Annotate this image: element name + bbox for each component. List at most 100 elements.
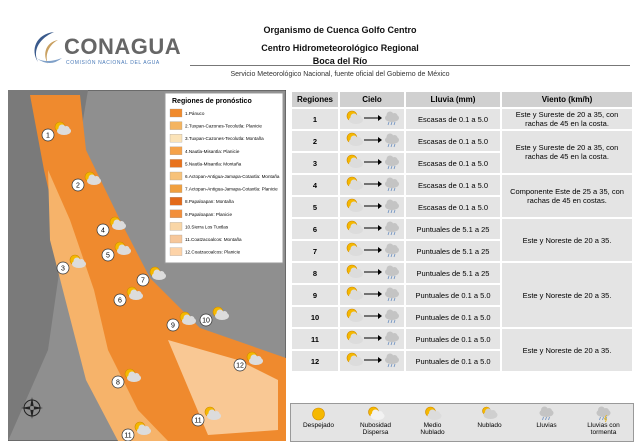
cloud: [355, 335, 362, 341]
cloud: [355, 269, 362, 275]
wind-cell: Este y Noreste de 20 a 35.: [500, 327, 634, 373]
map-weather-icon: [204, 406, 221, 420]
arrow-head: [378, 269, 382, 275]
legend-caption: Nublado: [477, 422, 502, 429]
cloud: [355, 225, 362, 231]
sky-icons: [346, 220, 399, 236]
sky-icons: [346, 154, 399, 170]
sky-cell: [338, 107, 406, 131]
sky-cell: [338, 239, 406, 263]
legend-label: 7.Actopan-Antigua-Jamapa-Cotaxtla: Plani…: [185, 187, 278, 192]
rain-drop: [393, 297, 396, 302]
marker-circle: [191, 413, 205, 427]
wind-cell: Este y Sureste de 20 a 35, con rachas de…: [500, 129, 634, 175]
map-weather-icon: [124, 368, 141, 382]
region-cell: 3: [290, 151, 340, 175]
sky-icons: [346, 286, 399, 302]
legend-caption-box: Lluvias con tormenta: [587, 422, 620, 436]
arrow-head: [378, 203, 382, 209]
rain-drop: [387, 341, 390, 346]
marker-circle: [199, 313, 213, 327]
rain-cell: Escasas de 0.1 a 5.0: [404, 107, 502, 131]
cloud: [355, 115, 362, 121]
marker-circle: [71, 178, 85, 192]
map-weather-icon: [246, 351, 263, 365]
rain-cell: Escasas de 0.1 a 5.0: [404, 173, 502, 197]
map-weather-icon: [134, 421, 151, 435]
cloud: [63, 126, 70, 132]
rain-drop: [390, 121, 393, 126]
marker-label: 9: [171, 323, 175, 330]
table-row: 1 Escasas de 0.1 a 5.0 Este y Sureste de 2…: [290, 107, 634, 131]
wind-cell: Este y Noreste de 20 a 35.: [500, 217, 634, 263]
source: Servicio Meteorológico Nacional, fuente …: [230, 71, 450, 78]
header-rule: [190, 65, 630, 66]
marker-circle: [111, 375, 125, 389]
rain-drop: [602, 416, 604, 421]
legend-label: 9.Papaloapan: Planicie: [185, 212, 232, 217]
cloud: [118, 221, 125, 227]
marker-label: 2: [76, 183, 80, 190]
rain-drop: [393, 165, 396, 170]
arrow-head: [378, 181, 382, 187]
rain-cell: Puntuales de 0.1 a 5.0: [404, 283, 502, 307]
map-weather-icon: [84, 171, 101, 185]
rain-drop: [393, 253, 396, 258]
legend-icon: [425, 406, 442, 420]
cloud: [355, 313, 362, 319]
cloud: [391, 157, 398, 163]
rain-drop: [387, 143, 390, 148]
rain-drop: [390, 363, 393, 368]
legend-caption: Lluvias con tormenta: [587, 422, 620, 436]
icon-legend-art: Despejado Nubosidad Dispersa Medio Nublado…: [302, 406, 620, 436]
column-header: Lluvia (mm): [404, 90, 502, 109]
rain-drop: [390, 231, 393, 236]
cloud: [391, 223, 398, 229]
sky-icons: [346, 330, 399, 346]
marker-circle: [121, 428, 135, 441]
arrow-head: [378, 357, 382, 363]
marker-label: 7: [141, 278, 145, 285]
legend-caption-box: Nubosidad Dispersa: [360, 422, 391, 436]
sky-cell: [338, 129, 406, 153]
forecast-table: Regiones Cielo Lluvia (mm) Viento (km/h) 1 E…: [290, 90, 634, 373]
sky-cell: [338, 327, 406, 351]
rain-cell: Puntuales de 0.1 a 5.0: [404, 349, 502, 373]
region-cell: 6: [290, 217, 340, 241]
region-area: [48, 170, 168, 441]
rain-drop: [387, 363, 390, 368]
rain-drop: [387, 275, 390, 280]
map-weather-icon: [54, 121, 71, 135]
table-row: 10 Puntuales de 0.1 a 5.0: [290, 305, 633, 329]
cloud: [391, 201, 398, 207]
table-row: 7 Puntuales de 5.1 a 25: [290, 239, 633, 263]
wind-cell: Este y Sureste de 20 a 35, con rachas de…: [500, 107, 634, 131]
cloud: [391, 135, 398, 141]
rain-drop: [387, 165, 390, 170]
marker-circle: [166, 318, 180, 332]
table-row: 5 Escasas de 0.1 a 5.0: [290, 195, 633, 219]
sky-icons: [346, 242, 399, 258]
marker-circle: [101, 248, 115, 262]
map-weather-icon: [69, 254, 86, 268]
cloud: [221, 311, 228, 317]
arrow-head: [378, 137, 382, 143]
rain-drop: [393, 363, 396, 368]
rain-drop: [387, 253, 390, 258]
legend-label: 11.Coatzacoalcos: Montaña: [185, 237, 242, 242]
legend-caption: Lluvias: [536, 422, 557, 429]
sky-icons: [346, 198, 399, 214]
cloud: [546, 408, 552, 414]
logo-subtitle: COMISIÓN NACIONAL DEL AGUA: [66, 60, 160, 66]
logo-text: CONAGUA: [64, 34, 182, 59]
marker-circle: [136, 273, 150, 287]
cloud: [603, 408, 609, 414]
table-row: 11 Puntuales de 0.1 a 5.0 Este y Noreste d…: [290, 327, 634, 373]
rain-drop: [390, 319, 393, 324]
sky-cell: [338, 305, 406, 329]
legend-caption: Despejado: [302, 422, 335, 429]
arrow-head: [378, 291, 382, 297]
legend-swatch: [169, 146, 183, 155]
marker-label: 8: [116, 380, 120, 387]
